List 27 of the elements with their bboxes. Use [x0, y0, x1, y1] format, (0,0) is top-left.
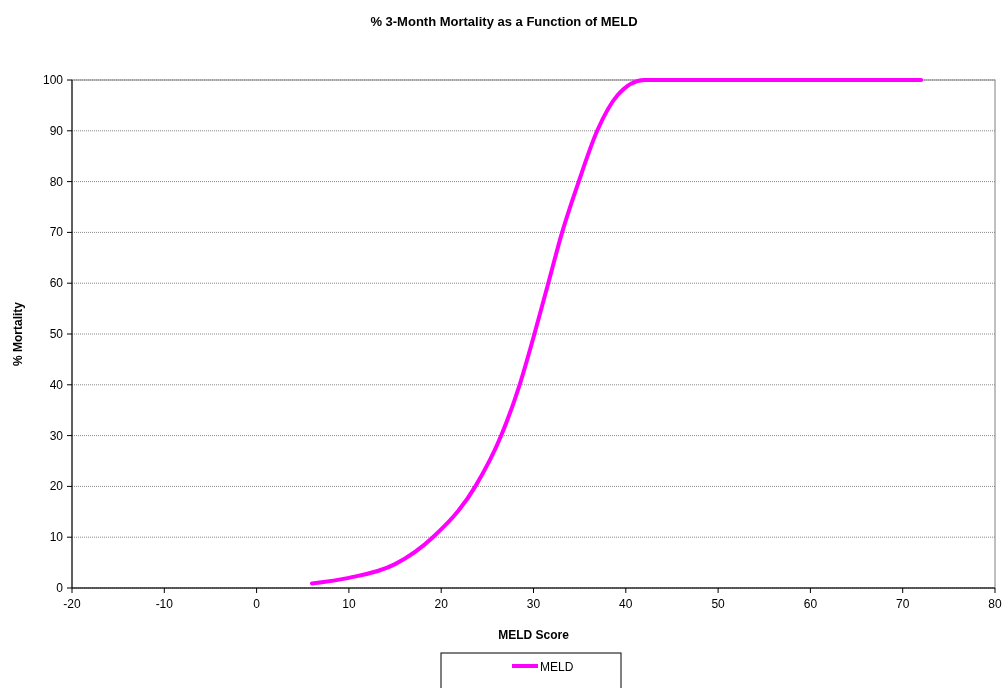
y-tick-label: 90 — [49, 123, 64, 138]
x-tick-label: 30 — [526, 597, 541, 611]
y-tick-label: 70 — [49, 225, 64, 240]
y-tick-label: 80 — [49, 174, 64, 189]
x-tick-label: 50 — [711, 597, 726, 611]
x-tick-label: 40 — [619, 597, 633, 611]
x-tick-label: 70 — [896, 597, 910, 611]
y-tick-label: 40 — [49, 377, 64, 392]
y-tick-label: 30 — [49, 428, 64, 443]
y-tick-label: 0 — [56, 581, 64, 595]
x-tick-label: 0 — [253, 597, 261, 611]
chart-title: % 3-Month Mortality as a Function of MELD — [370, 14, 638, 29]
x-tick-label: 10 — [342, 597, 356, 611]
x-tick-label: -10 — [155, 597, 174, 611]
x-tick-label: 20 — [434, 597, 449, 611]
legend-label: MELD — [540, 660, 574, 674]
x-axis-title: MELD Score — [498, 628, 570, 642]
x-tick-label: 60 — [803, 597, 818, 611]
y-tick-label: 50 — [49, 327, 64, 341]
x-tick-label: 80 — [988, 597, 1002, 611]
y-tick-label: 10 — [49, 530, 64, 545]
x-tick-label: -20 — [63, 597, 81, 611]
y-axis-title: % Mortality — [11, 301, 25, 367]
line-series — [309, 78, 924, 586]
y-tick-label: 100 — [42, 73, 64, 87]
y-tick-label: 60 — [49, 276, 64, 291]
y-tick-label: 20 — [49, 479, 64, 494]
